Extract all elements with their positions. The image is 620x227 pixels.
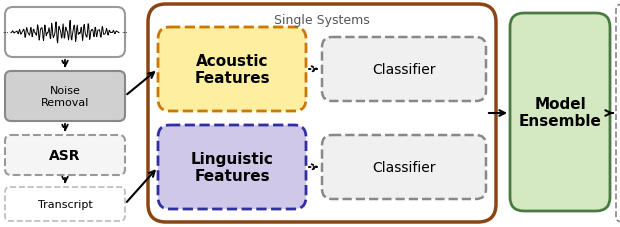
FancyBboxPatch shape — [5, 8, 125, 58]
Text: ···: ··· — [121, 30, 128, 36]
FancyBboxPatch shape — [5, 187, 125, 221]
Text: ASR: ASR — [49, 148, 81, 162]
FancyBboxPatch shape — [5, 135, 125, 175]
Text: Noise
Removal: Noise Removal — [41, 86, 89, 107]
FancyBboxPatch shape — [148, 5, 496, 222]
FancyBboxPatch shape — [158, 126, 306, 209]
FancyBboxPatch shape — [322, 135, 486, 199]
FancyBboxPatch shape — [510, 14, 610, 211]
Text: Model
Ensemble: Model Ensemble — [518, 96, 601, 129]
FancyBboxPatch shape — [158, 28, 306, 111]
Text: ···: ··· — [2, 30, 9, 36]
Text: Single Systems: Single Systems — [274, 14, 370, 27]
FancyBboxPatch shape — [5, 72, 125, 121]
Text: Acoustic
Features: Acoustic Features — [194, 54, 270, 86]
Text: Classifier: Classifier — [372, 160, 436, 174]
Text: Transcript: Transcript — [38, 199, 92, 209]
FancyBboxPatch shape — [322, 38, 486, 101]
FancyBboxPatch shape — [616, 5, 620, 222]
Text: Linguistic
Features: Linguistic Features — [190, 151, 273, 183]
Text: Classifier: Classifier — [372, 63, 436, 77]
